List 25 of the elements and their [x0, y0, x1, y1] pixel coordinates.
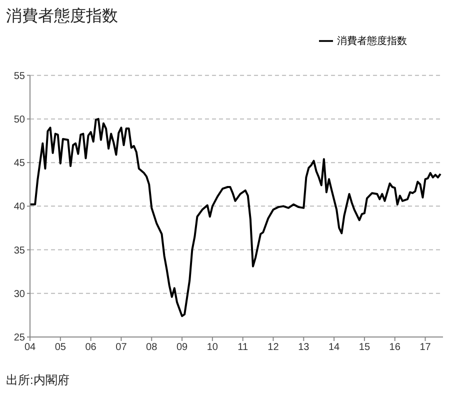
x-tick-label: 06 — [85, 342, 97, 354]
x-tick-label: 04 — [24, 342, 36, 354]
x-tick-label: 10 — [206, 342, 218, 354]
y-tick-label: 35 — [14, 245, 26, 256]
y-tick-label: 45 — [14, 158, 26, 170]
y-tick-label: 25 — [14, 332, 26, 344]
x-tick-label: 13 — [298, 342, 310, 354]
y-tick-label: 50 — [14, 114, 26, 126]
x-tick-label: 11 — [238, 342, 248, 354]
line-series — [30, 118, 442, 318]
text: 出所:内閣府 — [6, 373, 70, 387]
x-tick-label: 07 — [116, 342, 128, 354]
x-tick-label: 09 — [176, 342, 188, 354]
x-tick-label: 16 — [389, 342, 401, 354]
y-tick-label: 55 — [14, 70, 26, 82]
x-tick-label: 05 — [54, 342, 66, 354]
y-tick-label: 30 — [14, 288, 26, 300]
x-tick-label: 15 — [358, 342, 370, 354]
y-tick-label: 40 — [14, 202, 26, 213]
x-tick-label: 12 — [268, 342, 280, 354]
x-tick-label: 14 — [328, 342, 340, 354]
x-tick-label: 17 — [420, 342, 432, 354]
x-tick-label: 08 — [146, 342, 158, 354]
chart-title: 消費者態度指数 — [6, 6, 118, 27]
legend-label: 消費者態度指数 — [337, 36, 407, 47]
